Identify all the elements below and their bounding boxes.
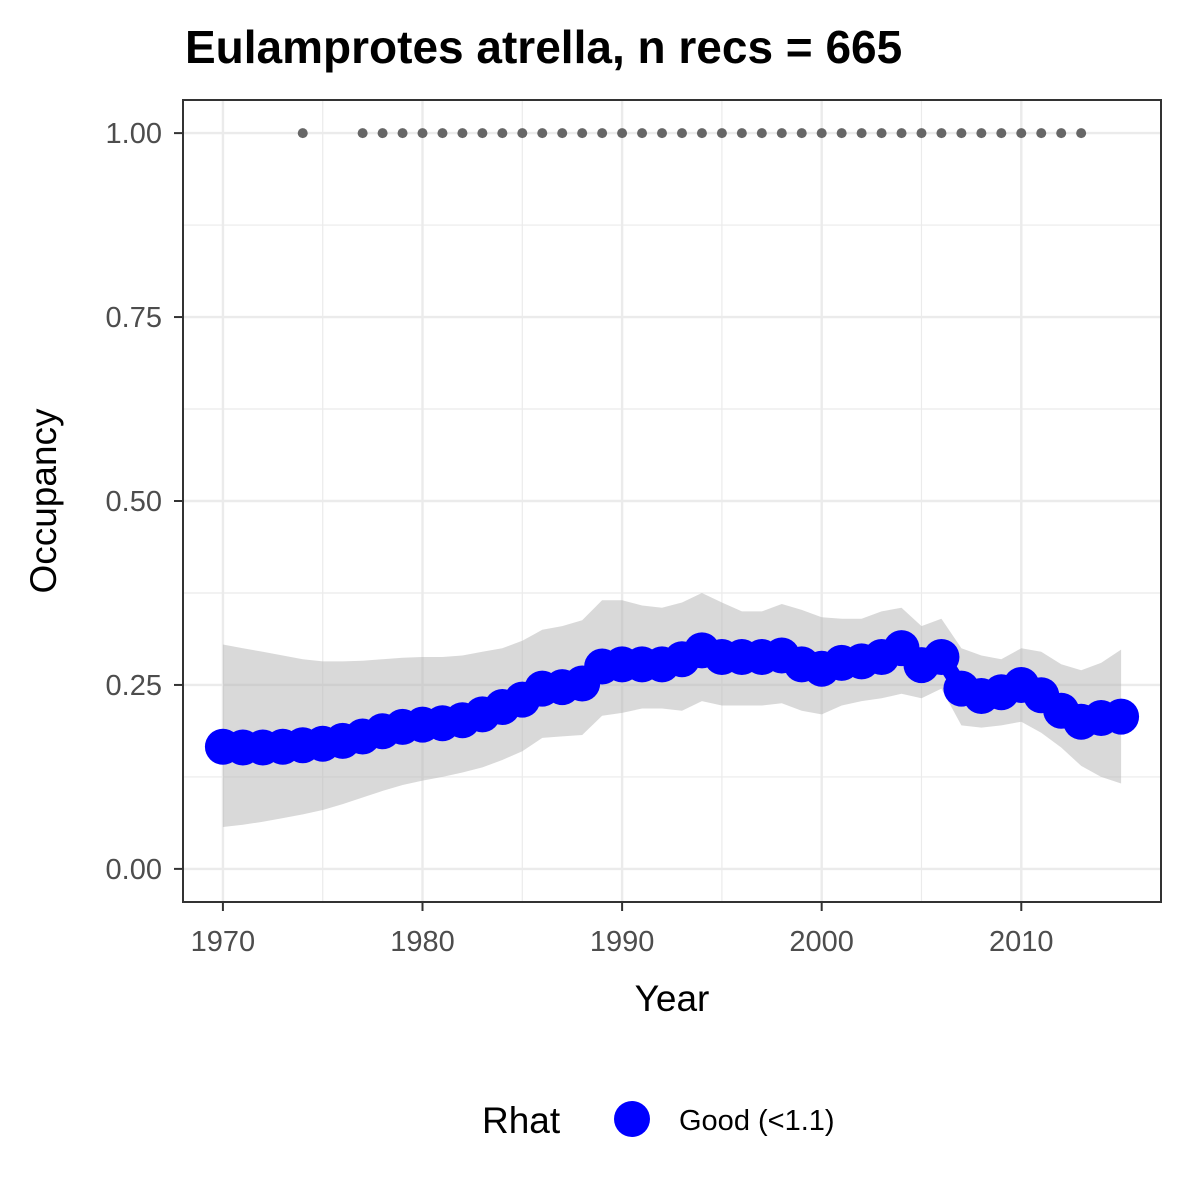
legend-key-good (614, 1101, 650, 1137)
occupancy-points (204, 630, 1140, 766)
x-tick-label: 1990 (590, 926, 655, 958)
record-point (497, 128, 508, 139)
y-tick-label: 0.75 (106, 302, 162, 334)
record-point (1036, 128, 1047, 139)
x-axis: 1970 1980 1990 2000 2010 (191, 902, 1054, 958)
y-tick-label: 1.00 (106, 118, 162, 150)
record-point (617, 128, 628, 139)
record-point (876, 128, 887, 139)
y-tick-label: 0.25 (106, 670, 162, 702)
record-point (716, 128, 727, 139)
occupancy-point (923, 638, 960, 675)
record-point (657, 128, 668, 139)
record-point (377, 128, 388, 139)
record-point (956, 128, 967, 139)
record-point (1016, 128, 1027, 139)
record-point (816, 128, 827, 139)
record-point (1076, 128, 1087, 139)
y-tick-label: 0.00 (106, 854, 162, 886)
record-point (916, 128, 927, 139)
record-point (297, 128, 308, 139)
x-tick-label: 2000 (789, 926, 854, 958)
record-point (417, 128, 428, 139)
record-point (537, 128, 548, 139)
record-point (437, 128, 448, 139)
chart-title: Eulamprotes atrella, n recs = 665 (185, 21, 902, 73)
x-tick-label: 1980 (390, 926, 455, 958)
occupancy-point (1103, 698, 1140, 735)
record-point (696, 128, 707, 139)
record-point (936, 128, 947, 139)
record-point (1056, 128, 1067, 139)
record-point (676, 128, 687, 139)
record-point (517, 128, 528, 139)
legend: Rhat Good (<1.1) (482, 1100, 835, 1141)
record-point (357, 128, 368, 139)
record-point (856, 128, 867, 139)
record-point (896, 128, 907, 139)
record-point (597, 128, 608, 139)
x-tick-label: 1970 (191, 926, 256, 958)
legend-label-good: Good (<1.1) (679, 1105, 835, 1137)
y-axis: 0.00 0.25 0.50 0.75 1.00 (106, 118, 183, 886)
record-point (457, 128, 468, 139)
record-point (776, 128, 787, 139)
record-point (796, 128, 807, 139)
record-points (297, 128, 1087, 139)
record-point (397, 128, 408, 139)
record-point (976, 128, 987, 139)
record-point (736, 128, 747, 139)
record-point (996, 128, 1007, 139)
record-point (756, 128, 767, 139)
legend-title: Rhat (482, 1100, 561, 1141)
record-point (557, 128, 568, 139)
x-axis-title: Year (635, 978, 710, 1019)
record-point (637, 128, 648, 139)
record-point (836, 128, 847, 139)
record-point (577, 128, 588, 139)
y-axis-title: Occupancy (23, 408, 64, 594)
y-tick-label: 0.50 (106, 486, 162, 518)
record-point (477, 128, 488, 139)
x-tick-label: 2010 (989, 926, 1054, 958)
